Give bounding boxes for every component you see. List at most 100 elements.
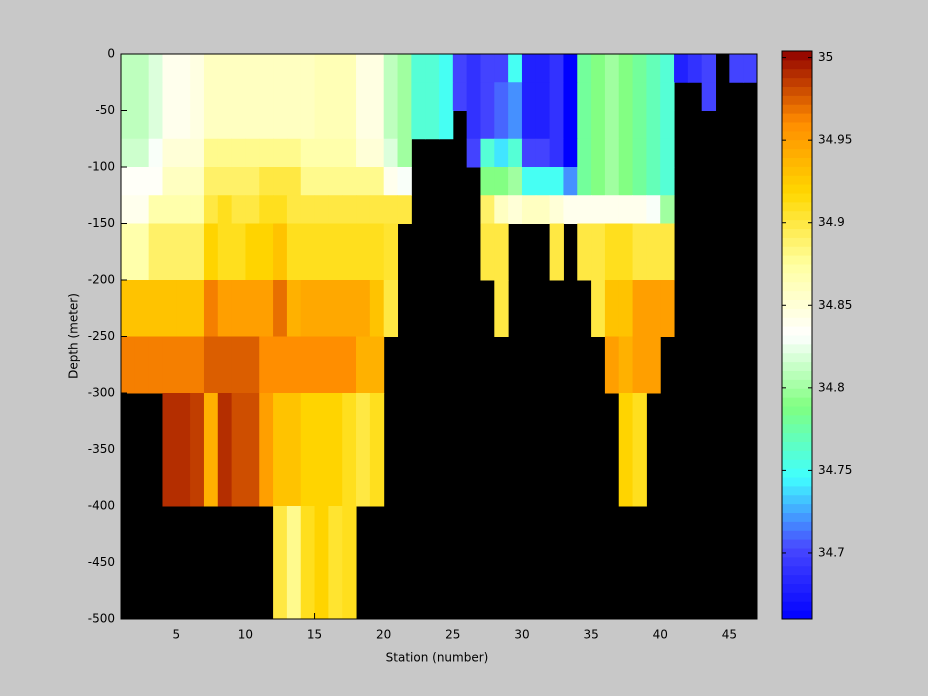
cell bbox=[743, 54, 758, 83]
cell bbox=[176, 280, 191, 337]
cell bbox=[328, 195, 343, 224]
cell bbox=[674, 54, 689, 83]
cell bbox=[300, 223, 316, 281]
cell bbox=[342, 110, 357, 140]
colorbar-swatch bbox=[782, 290, 812, 300]
colorbar-swatch bbox=[782, 122, 812, 132]
y-tick-label: -400 bbox=[88, 499, 115, 513]
cell bbox=[356, 195, 371, 224]
cell bbox=[300, 54, 316, 83]
cell bbox=[314, 82, 329, 111]
colorbar-tick-label: 35 bbox=[818, 50, 833, 64]
cell bbox=[286, 506, 302, 620]
cell bbox=[480, 138, 495, 168]
cell bbox=[549, 82, 564, 111]
cell bbox=[300, 506, 316, 620]
cell bbox=[549, 110, 564, 140]
cell bbox=[162, 82, 177, 111]
cell bbox=[342, 393, 357, 507]
cell bbox=[369, 223, 385, 281]
cell bbox=[480, 82, 495, 111]
cell bbox=[203, 167, 219, 196]
cell bbox=[176, 223, 191, 281]
cell bbox=[632, 336, 647, 394]
cell bbox=[328, 110, 343, 140]
cell bbox=[203, 195, 219, 224]
cell bbox=[549, 223, 564, 281]
cell bbox=[604, 54, 620, 83]
cell bbox=[632, 54, 647, 83]
cell bbox=[577, 138, 592, 168]
colorbar-swatch bbox=[782, 379, 812, 389]
colorbar-swatch bbox=[782, 193, 812, 203]
cell bbox=[549, 167, 564, 196]
colorbar-swatch bbox=[782, 95, 812, 105]
colorbar-swatch bbox=[782, 201, 812, 212]
colorbar-swatch bbox=[782, 228, 812, 238]
cell bbox=[549, 54, 564, 83]
cell bbox=[203, 280, 219, 337]
cell bbox=[591, 167, 606, 196]
colorbar-swatch bbox=[782, 494, 812, 505]
cell bbox=[162, 336, 177, 394]
cell bbox=[521, 54, 537, 83]
cell bbox=[203, 110, 219, 140]
x-tick-label: 20 bbox=[376, 628, 391, 642]
cell bbox=[328, 506, 343, 620]
cell bbox=[121, 336, 136, 394]
cell bbox=[148, 195, 163, 224]
cell bbox=[369, 336, 385, 394]
colorbar-swatch bbox=[782, 423, 812, 434]
cell bbox=[134, 336, 150, 394]
cell bbox=[466, 54, 481, 83]
cell bbox=[604, 167, 620, 196]
cell bbox=[190, 195, 205, 224]
cell bbox=[259, 393, 274, 507]
cell bbox=[687, 54, 703, 83]
cell bbox=[425, 110, 440, 140]
cell bbox=[217, 280, 233, 337]
cell bbox=[300, 110, 316, 140]
colorbar-swatch bbox=[782, 503, 812, 513]
cell bbox=[508, 110, 523, 140]
cell bbox=[577, 167, 592, 196]
cell bbox=[535, 195, 551, 224]
cell bbox=[591, 280, 606, 337]
cell bbox=[494, 138, 509, 168]
colorbar-swatch bbox=[782, 113, 812, 123]
cell bbox=[452, 54, 468, 83]
cell bbox=[203, 82, 219, 111]
cell bbox=[563, 82, 578, 111]
cell bbox=[577, 223, 592, 281]
cell bbox=[190, 393, 205, 507]
colorbar-swatch bbox=[782, 68, 812, 79]
cell bbox=[591, 223, 606, 281]
cell bbox=[521, 110, 537, 140]
cell bbox=[342, 138, 357, 168]
cell bbox=[259, 167, 274, 196]
cell bbox=[508, 54, 523, 83]
x-axis-label: Station (number) bbox=[386, 651, 489, 665]
cell bbox=[245, 110, 260, 140]
cell bbox=[646, 138, 661, 168]
colorbar-swatch bbox=[782, 166, 812, 176]
cell bbox=[494, 167, 509, 196]
cell bbox=[535, 54, 551, 83]
cell bbox=[273, 138, 288, 168]
x-tick-label: 30 bbox=[514, 628, 529, 642]
colorbar-swatch bbox=[782, 441, 812, 451]
cell bbox=[466, 82, 481, 111]
colorbar-swatch bbox=[782, 477, 812, 487]
cell bbox=[494, 110, 509, 140]
cell bbox=[604, 223, 620, 281]
cell bbox=[508, 138, 523, 168]
cell bbox=[231, 223, 246, 281]
cell bbox=[604, 336, 620, 394]
cell bbox=[259, 54, 274, 83]
cell bbox=[356, 393, 371, 507]
cell bbox=[203, 138, 219, 168]
cell bbox=[314, 138, 329, 168]
colorbar-swatch bbox=[782, 326, 812, 336]
colorbar-swatch bbox=[782, 512, 812, 522]
cell bbox=[259, 138, 274, 168]
